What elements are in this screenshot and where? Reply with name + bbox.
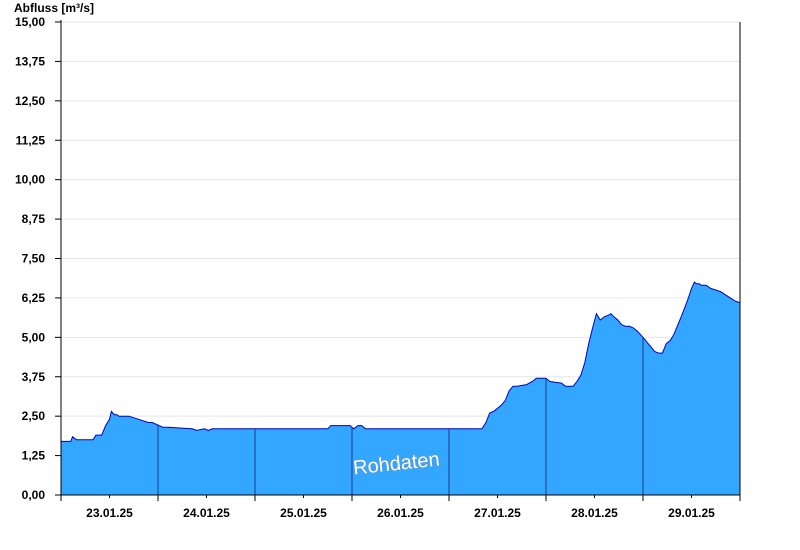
y-tick-label: 13,75: [15, 54, 45, 68]
y-tick-label: 1,25: [22, 449, 46, 463]
x-tick-label: 27.01.25: [474, 506, 521, 520]
y-tick-label: 0,00: [22, 488, 46, 502]
y-axis-label: Abfluss [m³/s]: [14, 1, 95, 15]
y-tick-label: 6,25: [22, 291, 46, 305]
series-line: [61, 281, 741, 442]
y-ticks: 0,00 1,25 2,50 3,75 5,00 6,25 7,50 8,75 10,00 11,…: [15, 15, 61, 502]
x-tick-label: 25.01.25: [280, 506, 327, 520]
x-tick-label: 26.01.25: [377, 506, 424, 520]
y-tick-label: 5,00: [22, 330, 46, 344]
y-tick-label: 3,75: [22, 370, 46, 384]
y-tick-label: 15,00: [15, 15, 45, 29]
y-tick-label: 12,50: [15, 94, 45, 108]
y-tick-label: 7,50: [22, 252, 46, 266]
y-tick-label: 8,75: [22, 212, 46, 226]
x-ticks: 23.01.25 24.01.25 25.01.25 26.01.25 27.01.25…: [60, 495, 741, 520]
x-tick-label: 28.01.25: [571, 506, 618, 520]
x-tick-label: 24.01.25: [183, 506, 230, 520]
day-dividers: [157, 337, 644, 495]
x-tick-label: 23.01.25: [86, 506, 133, 520]
y-tick-label: 11,25: [16, 133, 46, 147]
area-fill: [61, 282, 740, 495]
y-tick-label: 10,00: [15, 173, 45, 187]
x-tick-label: 29.01.25: [668, 506, 715, 520]
y-tick-label: 2,50: [22, 409, 46, 423]
data-area: [61, 281, 741, 495]
